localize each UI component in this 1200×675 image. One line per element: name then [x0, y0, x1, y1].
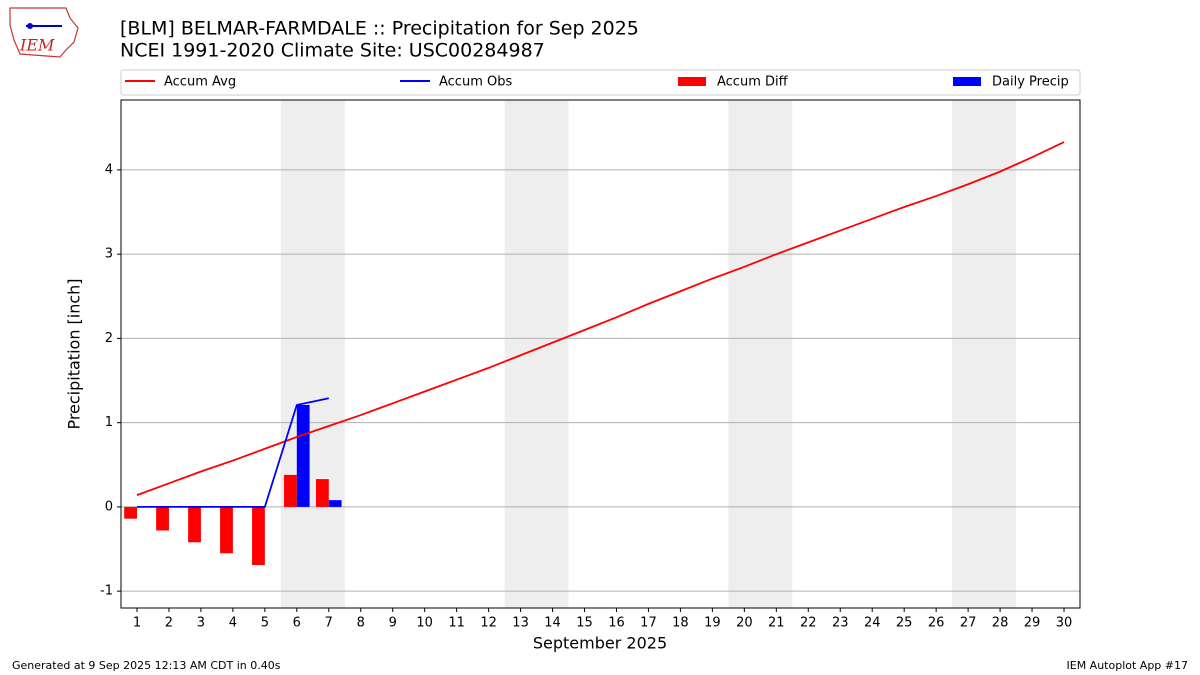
logo-outline	[9, 7, 79, 58]
logo-dot	[27, 23, 33, 29]
x-tick-label: 14	[544, 616, 561, 631]
bar	[296, 404, 310, 507]
x-tick-label: 3	[197, 616, 205, 631]
x-tick-label: 22	[800, 616, 817, 631]
x-tick-label: 4	[229, 616, 237, 631]
y-axis-label: Precipitation [inch]	[65, 278, 84, 429]
line	[136, 141, 1065, 496]
y-tick-label: 2	[105, 331, 113, 346]
bar	[315, 479, 329, 507]
legend-swatch	[678, 77, 706, 86]
bar	[156, 506, 169, 531]
x-tick-label: 15	[576, 616, 593, 631]
legend-label: Daily Precip	[992, 75, 1069, 90]
x-tick-label: 21	[768, 616, 785, 631]
x-tick-label: 13	[512, 616, 529, 631]
x-tick-label: 11	[448, 616, 465, 631]
x-tick-label: 9	[389, 616, 397, 631]
bar	[328, 500, 342, 507]
weekend-shade	[952, 100, 1017, 608]
x-tick-label: 6	[293, 616, 301, 631]
x-tick-label: 20	[736, 616, 753, 631]
legend-label: Accum Diff	[717, 75, 789, 90]
x-tick-label: 25	[896, 616, 913, 631]
x-tick-label: 5	[261, 616, 269, 631]
bar	[252, 506, 265, 566]
weekend-shade	[728, 100, 793, 608]
x-tick-label: 8	[357, 616, 365, 631]
x-tick-label: 10	[416, 616, 433, 631]
x-tick-label: 30	[1056, 616, 1073, 631]
x-tick-label: 12	[480, 616, 497, 631]
footer-right: IEM Autoplot App #17	[1067, 659, 1189, 672]
x-tick-label: 24	[864, 616, 881, 631]
bar	[124, 506, 137, 519]
logo-text: IEM	[19, 36, 55, 55]
weekend-shade	[280, 100, 345, 608]
weekend-shade	[504, 100, 569, 608]
chart-title: [BLM] BELMAR-FARMDALE :: Precipitation f…	[120, 18, 639, 40]
x-tick-label: 29	[1024, 616, 1041, 631]
legend-swatch	[953, 77, 981, 86]
x-tick-label: 17	[640, 616, 657, 631]
legend-box	[120, 69, 1081, 96]
x-tick-label: 26	[928, 616, 945, 631]
footer-left: Generated at 9 Sep 2025 12:13 AM CDT in …	[12, 659, 281, 672]
x-tick-label: 18	[672, 616, 689, 631]
plot-frame	[120, 99, 1081, 609]
bar	[220, 506, 233, 554]
x-tick-label: 2	[165, 616, 173, 631]
bar	[284, 474, 297, 507]
chart-subtitle: NCEI 1991-2020 Climate Site: USC00284987	[120, 40, 545, 62]
legend-label: Accum Obs	[439, 75, 512, 90]
x-tick-label: 23	[832, 616, 849, 631]
x-tick-label: 1	[133, 616, 141, 631]
y-tick-label: 3	[105, 247, 113, 262]
x-tick-label: 28	[992, 616, 1009, 631]
x-axis-label: September 2025	[533, 634, 667, 653]
legend-label: Accum Avg	[164, 75, 236, 90]
x-tick-label: 27	[960, 616, 977, 631]
y-tick-label: -1	[100, 584, 113, 599]
x-tick-label: 19	[704, 616, 721, 631]
y-tick-label: 1	[105, 415, 113, 430]
x-tick-label: 7	[325, 616, 333, 631]
bar	[188, 506, 201, 543]
x-tick-label: 16	[608, 616, 625, 631]
line	[136, 397, 329, 508]
y-tick-label: 4	[105, 162, 113, 177]
y-tick-label: 0	[105, 499, 113, 514]
logo: IEM	[9, 7, 79, 58]
